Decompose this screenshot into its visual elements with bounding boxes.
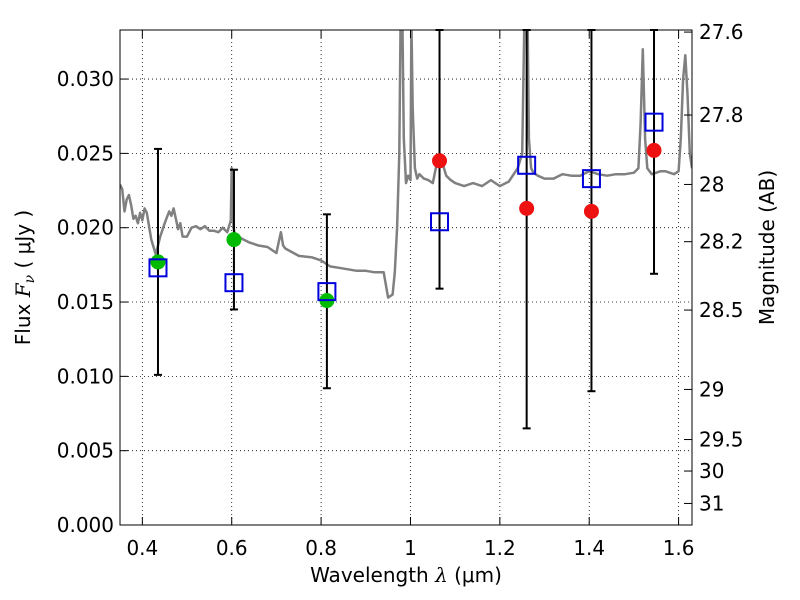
x-tick-label: 0.6 xyxy=(216,536,248,560)
y2-tick-label: 28.5 xyxy=(699,298,744,322)
observed-nir-points xyxy=(432,142,662,219)
plot-frame xyxy=(119,29,693,526)
y-tick-label: 0.005 xyxy=(57,439,114,463)
grid xyxy=(120,30,692,526)
y2-tick-label: 27.8 xyxy=(699,103,744,127)
axis-ticks: 0.4 0.6 0.8 1 1.2 1.4 1.6 0.000 0.005 0.010 0.015 0… xyxy=(57,20,744,560)
model-photometry-squares xyxy=(148,112,664,302)
y2-tick-label: 27.6 xyxy=(699,20,744,44)
y-tick-label: 0.000 xyxy=(57,513,114,537)
model-photometry-square xyxy=(644,112,664,132)
y2-tick-label: 28 xyxy=(699,172,724,196)
y-axis-label: Flux Fν ( μJy ) xyxy=(11,210,39,345)
observed-nir-point xyxy=(432,153,448,169)
y-tick-label: 0.020 xyxy=(57,216,114,240)
y2-tick-label: 28.2 xyxy=(699,230,744,254)
observed-nir-point xyxy=(519,200,535,216)
y2-tick-label: 29.5 xyxy=(699,428,744,452)
x-axis-label-symbol: λ xyxy=(434,563,448,587)
y-tick-label: 0.025 xyxy=(57,141,114,165)
observed-nir-point xyxy=(583,203,599,219)
y-axis-label-subscript: ν xyxy=(22,274,38,283)
y2-tick-label: 31 xyxy=(699,491,724,515)
error-bars xyxy=(153,29,659,430)
observed-optical-point xyxy=(226,232,242,248)
observed-optical-point xyxy=(150,254,166,270)
x-tick-label: 1.6 xyxy=(663,536,695,560)
y-axis-label-symbol: F xyxy=(11,282,35,298)
model-photometry-square xyxy=(581,169,601,189)
x-tick-label: 1.4 xyxy=(573,536,605,560)
x-tick-label: 1 xyxy=(404,536,417,560)
observed-nir-point xyxy=(646,142,662,158)
y-tick-label: 0.010 xyxy=(57,364,114,388)
x-tick-label: 0.8 xyxy=(305,536,337,560)
model-photometry-square xyxy=(224,273,244,293)
observed-optical-points xyxy=(150,232,335,309)
model-photometry-square xyxy=(148,258,168,278)
model-spectrum-polyline xyxy=(120,30,692,299)
x-tick-label: 1.2 xyxy=(484,536,516,560)
x-axis-label-prefix: Wavelength xyxy=(310,563,429,587)
y2-tick-label: 29 xyxy=(699,377,724,401)
y-tick-label: 0.015 xyxy=(57,290,114,314)
model-photometry-square xyxy=(317,282,337,302)
x-axis-label-unit: (μm) xyxy=(454,563,502,587)
y-axis-label-unit: ( μJy ) xyxy=(11,210,35,269)
x-tick-label: 0.4 xyxy=(126,536,158,560)
y-tick-label: 0.030 xyxy=(57,67,114,91)
x-axis-label: Wavelength λ (μm) xyxy=(310,563,502,587)
model-spectrum-line xyxy=(120,30,692,299)
y-axis-label-prefix: Flux xyxy=(11,304,35,346)
model-photometry-square xyxy=(430,212,450,232)
model-photometry-square xyxy=(517,155,537,175)
y2-axis-label: Magnitude (AB) xyxy=(755,170,779,325)
y2-tick-label: 30 xyxy=(699,459,724,483)
